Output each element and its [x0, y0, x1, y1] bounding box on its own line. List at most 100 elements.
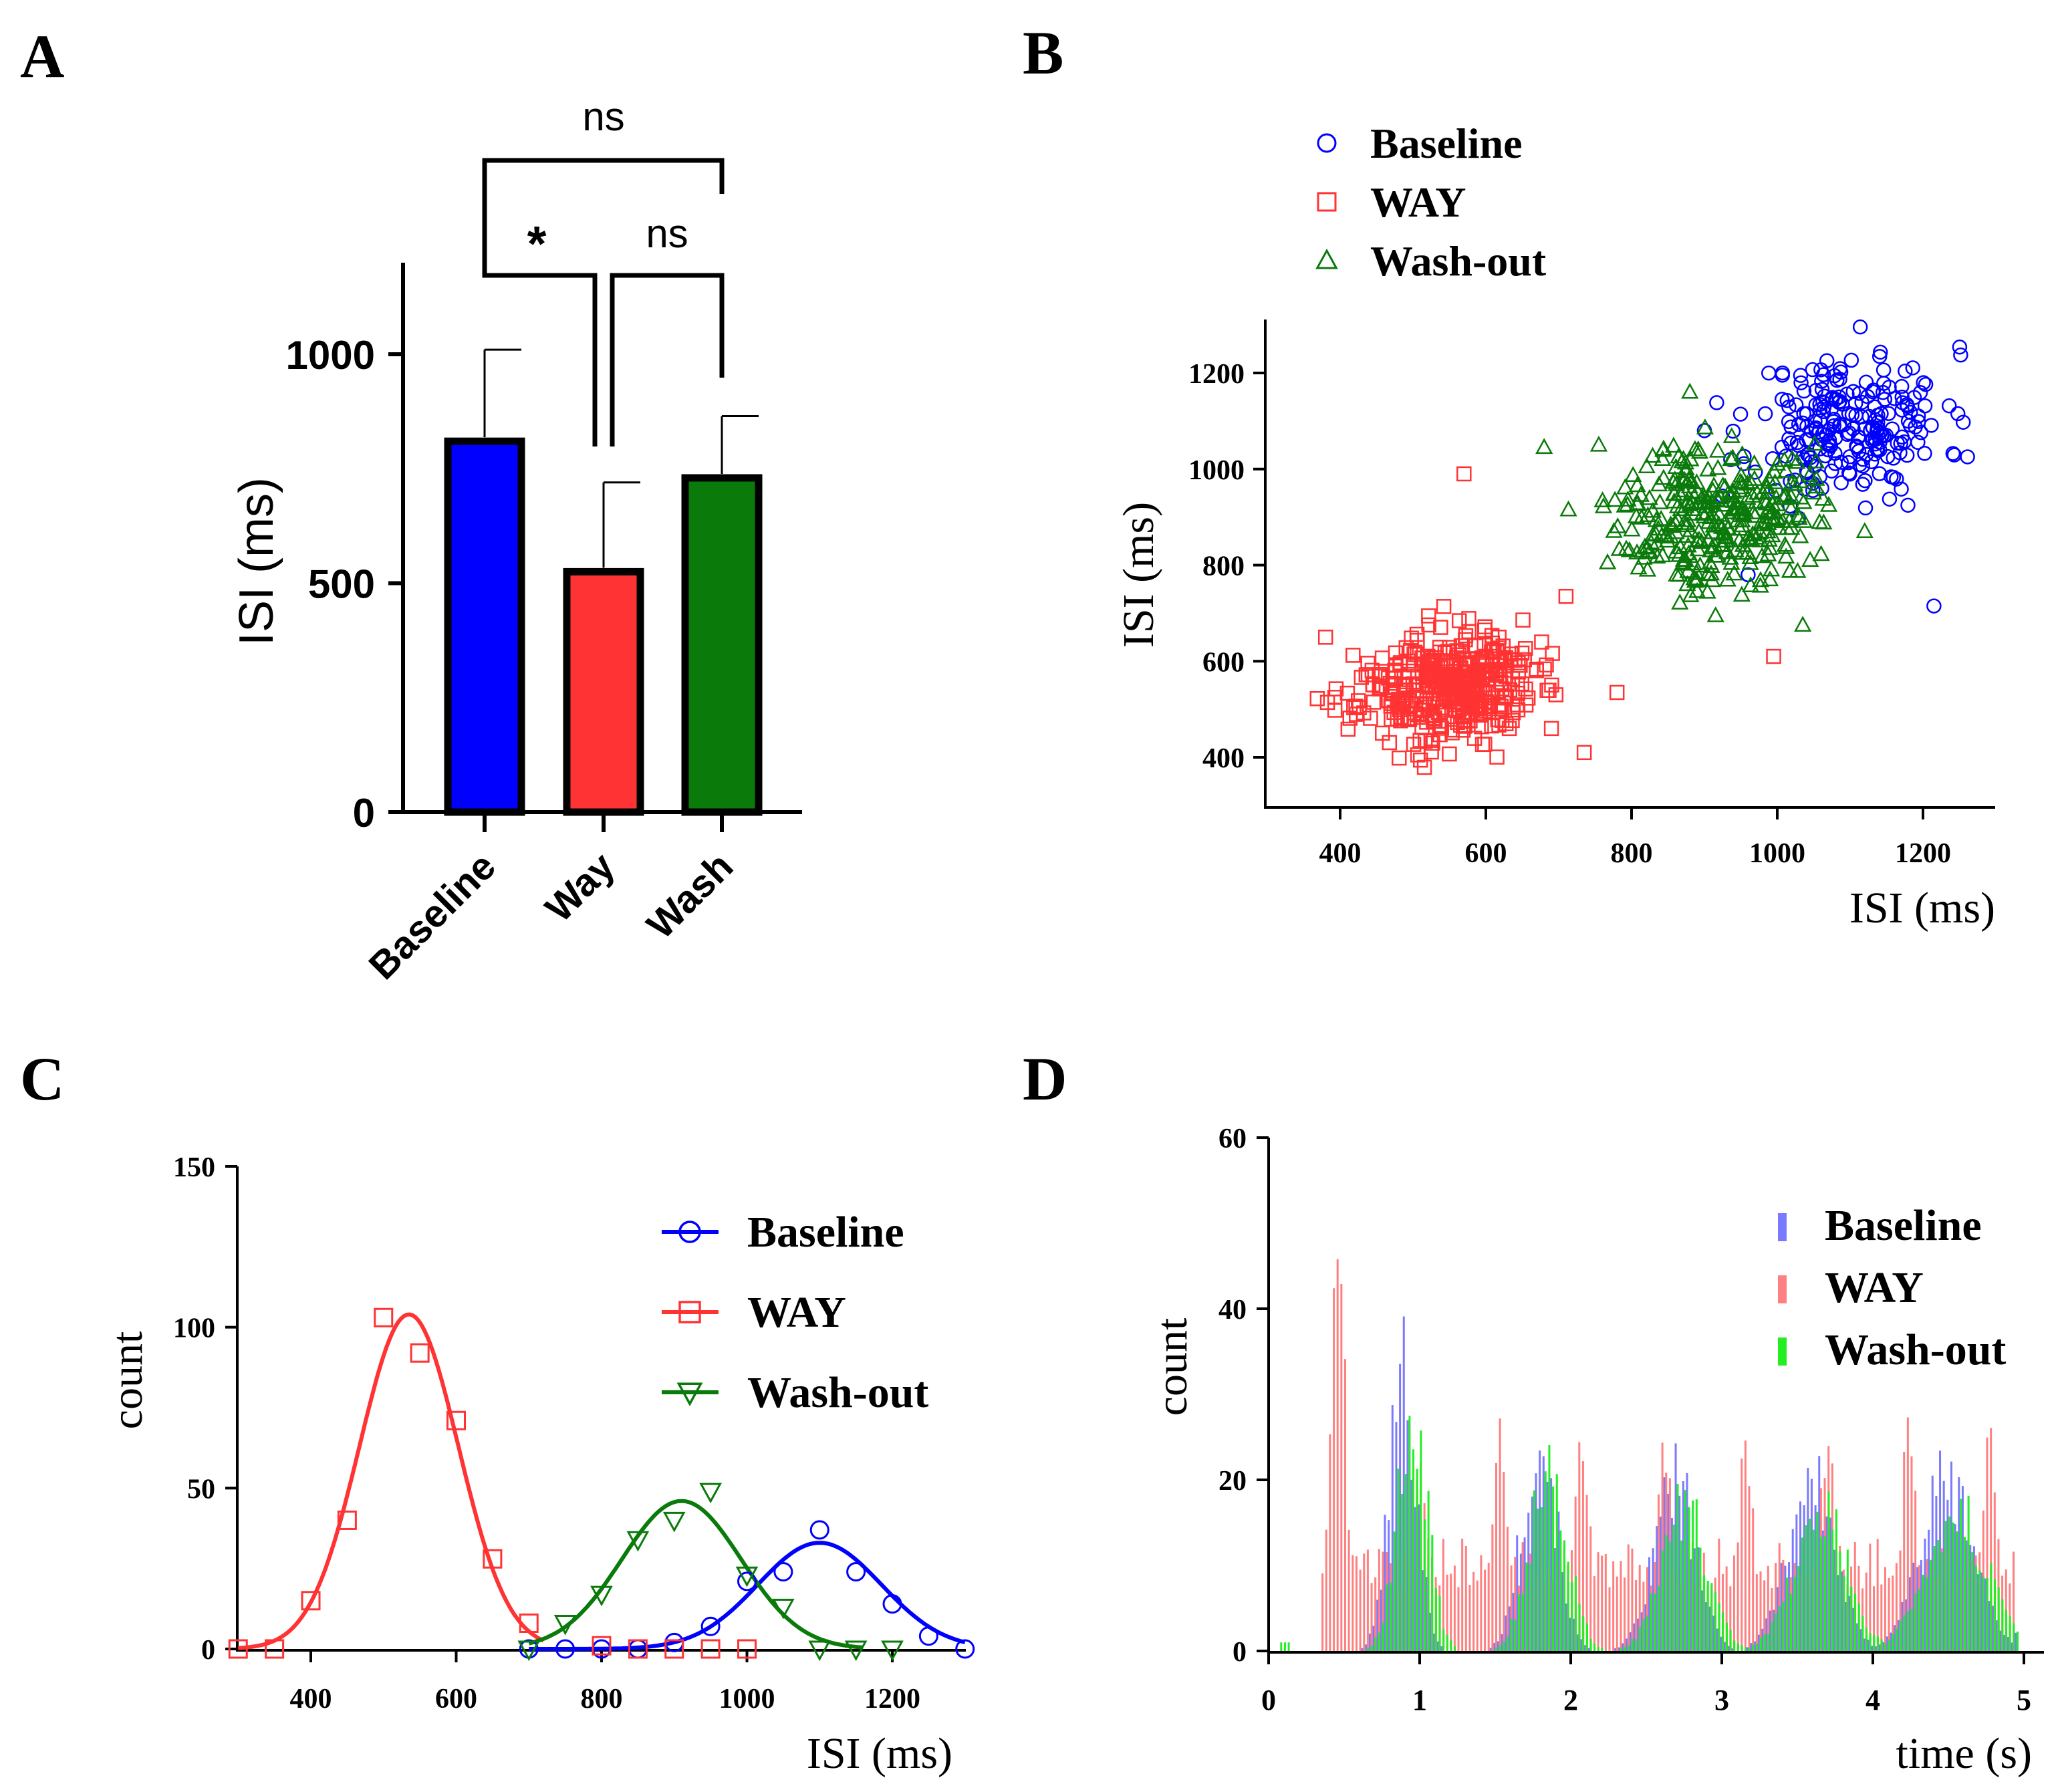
panel-d-bar-baseline	[1875, 1646, 1877, 1651]
panel-b-point	[1678, 575, 1696, 592]
panel-b-point	[1667, 458, 1685, 475]
panel-d-bar-wash-out	[1401, 1493, 1404, 1651]
panel-b-point	[1654, 469, 1673, 485]
panel-b-point	[1618, 495, 1637, 512]
panel-d-y-axis-label: count	[1148, 1318, 1196, 1416]
panel-d-bar-baseline	[1505, 1615, 1507, 1651]
panel-d-bar-wash-out	[1823, 1536, 1826, 1651]
panel-d-bar-wash-out	[1544, 1471, 1547, 1651]
panel-b-point	[1819, 353, 1835, 368]
panel-d-bar-baseline	[1761, 1628, 1764, 1651]
panel-b-points	[1309, 319, 1975, 775]
panel-c-legend-label: Baseline	[747, 1208, 904, 1257]
panel-d-bar-baseline	[1784, 1565, 1787, 1651]
panel-d-bar-baseline	[1432, 1633, 1435, 1651]
panel-d-bar-baseline	[1988, 1601, 1990, 1651]
panel-d-bar-baseline	[1527, 1513, 1530, 1651]
panel-d-bar-wash-out	[1454, 1646, 1456, 1651]
panel-b-point	[1917, 446, 1932, 461]
panel-b-point	[1482, 695, 1497, 711]
panel-d-bar-baseline	[1388, 1520, 1390, 1651]
panel-b-point	[1647, 511, 1665, 527]
panel-d-bar-baseline	[1422, 1570, 1424, 1651]
panel-a-category-label: Baseline	[361, 844, 505, 988]
panel-d-bar-baseline	[1670, 1517, 1673, 1651]
panel-b-point	[1627, 507, 1646, 523]
panel-b-point	[1674, 554, 1692, 571]
panel-d-bar-wash-out	[1559, 1530, 1562, 1651]
panel-b-point	[1630, 558, 1648, 575]
panel-b-point	[1682, 472, 1701, 489]
panel-d-bar-way	[1472, 1571, 1475, 1651]
panel-d-bar-baseline	[1958, 1477, 1960, 1651]
panel-b-axes: 400 600 800 1000 1200 400 600 800 1000 1200	[1188, 319, 1995, 869]
panel-d-bar-wash-out	[1620, 1648, 1622, 1651]
panel-d-bar-way	[1627, 1544, 1630, 1651]
panel-c-point	[228, 1639, 248, 1659]
panel-c-point	[664, 1639, 684, 1659]
panel-d-bar-way	[1865, 1572, 1868, 1651]
panel-d-bar-baseline	[1878, 1644, 1881, 1651]
panel-d-bar-wash-out	[1635, 1640, 1638, 1651]
panel-letter-c: C	[20, 1045, 64, 1113]
panel-b-point	[1498, 716, 1514, 731]
panel-c-point	[446, 1410, 466, 1430]
panel-d-bar-way	[1608, 1587, 1611, 1651]
panel-b-point	[1493, 698, 1509, 715]
panel-d-bar-wash-out	[1896, 1628, 1898, 1651]
panel-b-point	[1899, 447, 1915, 463]
panel-d-bar-wash-out	[1974, 1565, 1977, 1651]
panel-d-bar-wash-out	[1903, 1615, 1906, 1651]
panel-d-bar-wash-out	[1759, 1637, 1762, 1651]
panel-b-point	[1953, 347, 1968, 363]
panel-d-bar-wash-out	[1582, 1616, 1585, 1651]
panel-b-point	[1747, 493, 1765, 509]
panel-d-bar-wash-out	[1782, 1602, 1785, 1651]
panel-b-point	[1725, 564, 1743, 581]
panel-b-point	[1905, 360, 1921, 376]
panel-d-bar-wash-out	[1628, 1645, 1630, 1651]
panel-d-bar-wash-out	[1937, 1540, 1940, 1651]
panel-d-bar-way	[1359, 1569, 1362, 1651]
panel-b-point	[1817, 448, 1833, 464]
panel-c-point	[265, 1639, 285, 1659]
panel-c-y-tick-label: 0	[201, 1635, 215, 1666]
panel-d-bar-wash-out	[1933, 1545, 1936, 1651]
panel-d-bar-wash-out	[1714, 1591, 1717, 1651]
panel-d-bar-way	[1899, 1550, 1902, 1651]
panel-c-point	[700, 1616, 721, 1636]
panel-b-point	[1421, 665, 1437, 681]
panel-d-bar-baseline	[1995, 1620, 1998, 1651]
panel-d-bar-wash-out	[1450, 1640, 1452, 1651]
panel-d-bar-way	[1450, 1573, 1452, 1651]
panel-b-x-tick-label: 600	[1465, 838, 1507, 869]
panel-d-bar-wash-out	[1835, 1509, 1837, 1651]
panel-b-point	[1690, 530, 1708, 547]
panel-c-point	[955, 1639, 975, 1659]
panel-b-point	[1698, 565, 1716, 582]
panel-d-bar-wash-out	[1892, 1634, 1894, 1651]
panel-d-bar-baseline	[1489, 1648, 1492, 1651]
panel-b-point	[1638, 457, 1656, 474]
panel-d-bar-wash-out	[1779, 1606, 1781, 1651]
panel-d-bar-way	[1775, 1563, 1777, 1651]
panel-d-bar-way	[1616, 1576, 1618, 1651]
panel-b-point	[1485, 635, 1501, 651]
panel-d-bar-baseline	[1803, 1505, 1805, 1651]
panel-b-point	[1812, 402, 1828, 418]
panel-d-bar-baseline	[1425, 1577, 1428, 1651]
panel-b-point	[1926, 598, 1942, 614]
panel-b-point	[1761, 365, 1777, 381]
panel-b-point	[1766, 648, 1781, 664]
panel-d-bar-baseline	[1565, 1603, 1567, 1651]
panel-d-bar-wash-out	[1884, 1643, 1887, 1651]
panel-d-bar-wash-out	[1390, 1582, 1392, 1651]
panel-d-bar-baseline	[1667, 1493, 1670, 1651]
panel-c-point	[809, 1520, 829, 1540]
panel-d-bar-wash-out	[1809, 1519, 1811, 1651]
panel-d-bar-wash-out	[1541, 1507, 1543, 1651]
panel-d-bar-wash-out	[1857, 1603, 1860, 1651]
panel-b-point	[1900, 497, 1916, 513]
panel-d-bar-baseline	[1697, 1547, 1700, 1651]
